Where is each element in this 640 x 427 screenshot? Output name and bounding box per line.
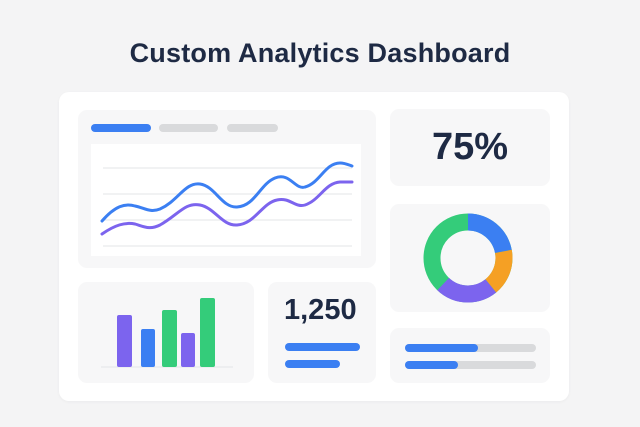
percent-kpi-value: 75% [431, 126, 509, 168]
bar-2 [141, 329, 155, 367]
tab-2[interactable] [159, 124, 218, 132]
progress-fill-1 [405, 344, 478, 352]
bar-4 [181, 333, 195, 367]
page-title: Custom Analytics Dashboard [129, 38, 511, 68]
line-series-a [100, 161, 354, 223]
count-kpi-value: 1,250 [284, 294, 357, 326]
count-kpi-line-1 [285, 343, 360, 351]
line-series-b [100, 180, 354, 236]
progress-fill-2 [405, 361, 458, 369]
tab-3[interactable] [227, 124, 278, 132]
tab-1[interactable] [91, 124, 151, 132]
progress-track-2 [405, 361, 536, 369]
bar-1 [117, 315, 132, 367]
bar-5 [200, 298, 215, 367]
bar-3 [162, 310, 177, 367]
count-kpi-line-2 [285, 360, 340, 368]
progress-panel [390, 328, 550, 383]
donut-chart [423, 213, 513, 303]
percent-kpi-panel [390, 109, 550, 186]
